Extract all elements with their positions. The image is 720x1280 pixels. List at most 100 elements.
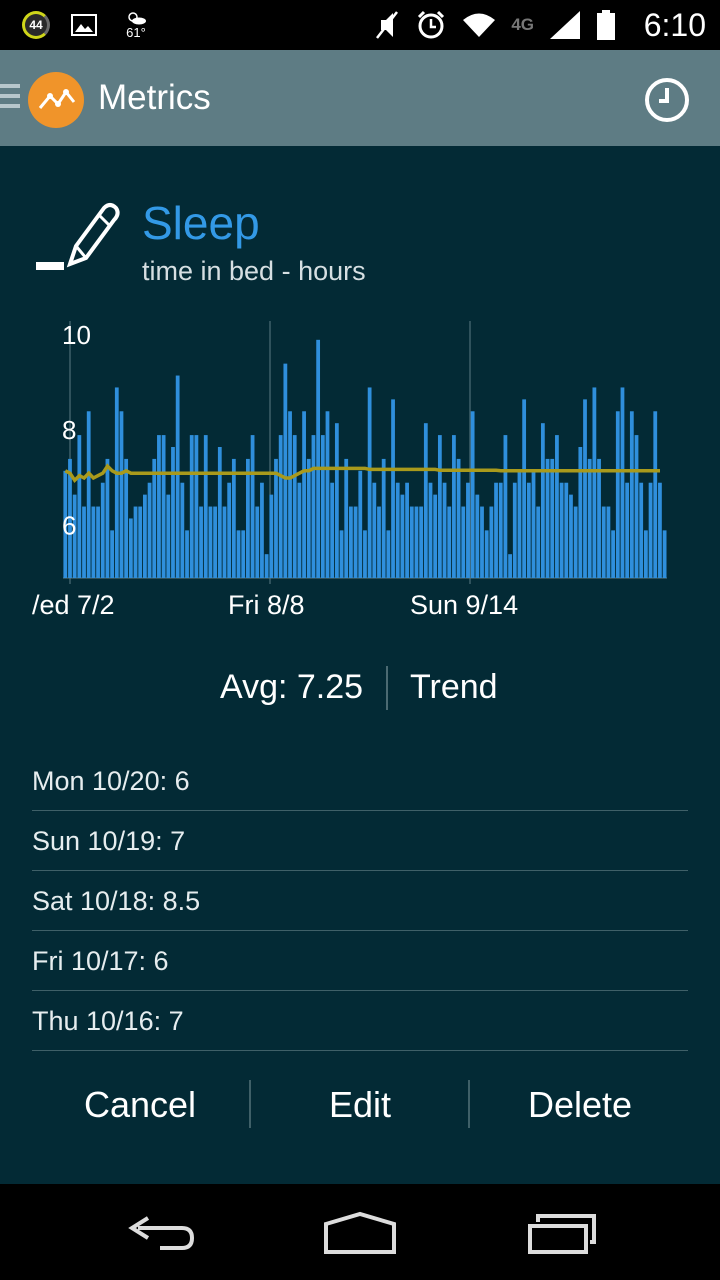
chart-bar [203,435,208,578]
chart-bar [246,458,250,578]
chart-bar [128,518,133,578]
chart-bar [82,506,86,578]
signal-icon [550,11,580,39]
chart-bar [461,506,466,578]
chart-bar [414,506,419,578]
chart-bar [325,411,330,578]
chart-bar [634,435,639,578]
chart-bar [522,399,527,578]
chart-bar [208,506,213,578]
chart-bar [114,387,119,578]
chart-bar [559,482,564,578]
chart-bar [96,506,100,578]
chart-bar [536,506,541,578]
chart-bar [597,458,601,578]
edit-button[interactable]: Edit [328,1084,392,1125]
sleep-chart[interactable]: 10 8 6 [30,316,690,636]
chart-bar [68,458,72,578]
wifi-icon [463,13,496,37]
average-label[interactable]: Avg: 7.25 [220,668,364,706]
list-item[interactable]: Thu 10/16: 7 [32,992,688,1051]
chart-bar [381,458,386,578]
chart-bar [419,506,424,578]
y-tick-label: 6 [62,510,76,540]
trend-toggle[interactable]: Trend [410,668,498,706]
chart-bar [587,458,592,578]
divider [249,1080,251,1128]
action-bar: Metrics [0,50,720,146]
list-item[interactable]: Fri 10/17: 6 [32,932,688,991]
history-clock-icon[interactable] [644,77,690,123]
chart-bar [278,435,283,578]
metric-name: Sleep [142,197,260,249]
chart-bar [480,506,484,578]
chart-bar [138,506,143,578]
chart-bar [643,530,648,578]
chart-bar [489,506,494,578]
chart-bar [639,482,644,578]
chart-bar [250,435,255,578]
chart-bar [615,411,620,578]
chart-bar [86,411,91,578]
chart-bar [569,494,573,578]
list-item[interactable]: Sun 10/19: 7 [32,812,688,871]
pencil-icon[interactable] [32,198,122,278]
chart-bar [124,458,129,578]
chart-bar [311,435,316,578]
weather-temp: 61° [126,24,146,40]
chart-bar [578,447,583,578]
chart-bar [391,399,395,578]
metric-subtitle: time in bed - hours [142,256,366,286]
home-icon[interactable] [322,1208,398,1256]
chart-bar [573,506,578,578]
chart-bar [297,482,302,578]
chart-bar [601,506,606,578]
chart-bar [484,530,489,578]
chart-bar [213,506,218,578]
back-icon[interactable] [124,1208,196,1256]
list-item[interactable]: Mon 10/20: 6 [32,752,688,811]
chart-bar [161,435,166,578]
chart-bar [531,470,536,578]
chart-bar [475,494,480,578]
chart-bar [592,387,597,578]
divider [468,1080,470,1128]
chart-bar [367,387,372,578]
y-tick-label: 10 [62,320,91,350]
chart-bar [171,447,175,578]
chart-bar [363,530,367,578]
list-item[interactable]: Sat 10/18: 8.5 [32,872,688,931]
chart-bar [550,458,555,578]
chart-bar [386,530,391,578]
chart-bar [292,435,297,578]
chart-bar [466,482,470,578]
chart-bar [142,494,147,578]
x-tick-label: Fri 8/8 [228,590,305,620]
chart-bar [175,375,180,578]
chart-bar [629,411,634,578]
recents-icon[interactable] [526,1208,598,1256]
summary-row: Avg: 7.25 Trend [0,666,720,714]
app-logo-icon[interactable] [28,72,84,128]
chart-bar [409,506,414,578]
alarm-icon [418,10,445,39]
cancel-button[interactable]: Cancel [83,1084,197,1125]
menu-icon[interactable] [0,84,20,114]
navigation-bar [0,1184,720,1280]
chart-bar [545,458,550,578]
mute-icon [376,11,399,39]
chart-bar [555,435,559,578]
chart-bar [508,554,512,578]
app-title: Metrics [98,78,211,117]
chart-bar [302,411,306,578]
weather-icon [128,11,146,24]
chart-bar [274,458,278,578]
chart-bar [217,447,222,578]
image-icon [70,0,98,50]
chart-bar [255,506,260,578]
chart-bar [358,470,363,578]
delete-button[interactable]: Delete [527,1084,633,1125]
chart-bar [512,482,517,578]
chart-bar [185,530,189,578]
chart-bar [447,506,452,578]
